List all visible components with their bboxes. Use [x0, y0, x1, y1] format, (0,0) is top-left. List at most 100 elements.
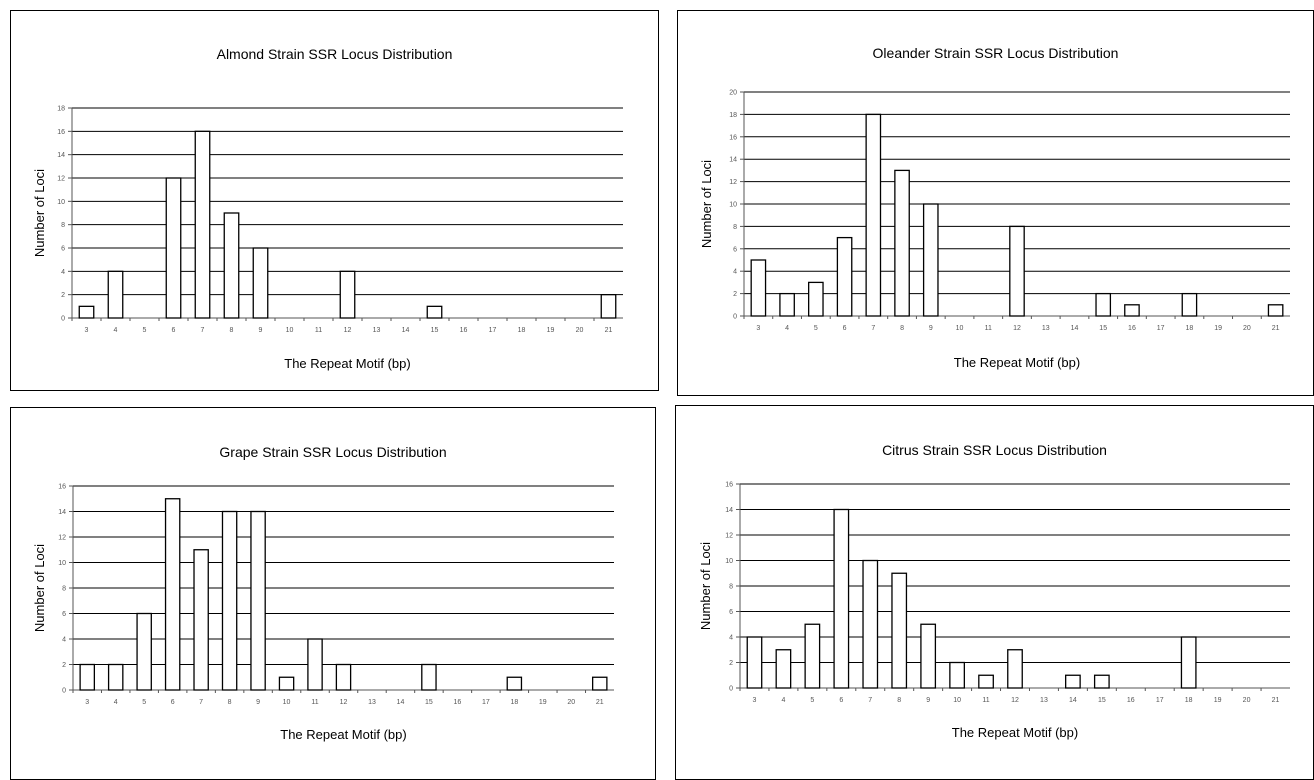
x-tick-label: 9 — [926, 697, 930, 704]
x-tick-label: 7 — [201, 327, 205, 334]
chart-title: Citrus Strain SSR Locus Distribution — [882, 442, 1107, 458]
x-tick-label: 15 — [425, 699, 433, 706]
y-tick-label: 4 — [729, 635, 733, 642]
bar — [1124, 304, 1140, 317]
chart-title: Oleander Strain SSR Locus Distribution — [873, 45, 1119, 61]
x-tick-label: 19 — [539, 699, 547, 706]
y-tick-label: 2 — [733, 291, 737, 298]
y-tick-label: 2 — [62, 662, 66, 669]
bar — [836, 236, 853, 317]
x-axis-label: The Repeat Motif (bp) — [284, 356, 410, 371]
x-tick-label: 11 — [311, 699, 318, 706]
x-tick-label: 5 — [142, 699, 146, 706]
bar — [307, 638, 323, 691]
y-tick-label: 4 — [61, 269, 65, 276]
y-tick-label: 0 — [61, 316, 65, 323]
y-tick-label: 8 — [62, 586, 66, 593]
bar — [949, 661, 965, 689]
bar — [894, 169, 910, 317]
y-tick-label: 12 — [57, 176, 65, 183]
x-tick-label: 21 — [596, 699, 604, 706]
x-tick-label: 10 — [283, 699, 291, 706]
x-tick-label: 4 — [114, 699, 118, 706]
bar — [193, 549, 209, 691]
y-tick-label: 10 — [58, 560, 66, 567]
chart-panel-grape: Grape Strain SSR Locus Distribution 0 2 4 6 8… — [10, 407, 656, 780]
x-tick-label: 11 — [315, 327, 322, 334]
x-axis-label: The Repeat Motif (bp) — [954, 355, 1080, 370]
bar — [506, 676, 523, 691]
bar — [164, 498, 181, 691]
bar — [278, 676, 295, 691]
y-tick-label: 20 — [729, 90, 737, 97]
x-tick-label: 13 — [368, 699, 376, 706]
y-tick-label: 2 — [729, 660, 733, 667]
y-tick-label: 8 — [733, 224, 737, 231]
x-tick-label: 14 — [1071, 325, 1079, 332]
x-tick-label: 18 — [1185, 697, 1193, 704]
x-tick-label: 14 — [397, 699, 405, 706]
x-tick-label: 20 — [1243, 697, 1251, 704]
x-tick-label: 15 — [431, 327, 439, 334]
bar — [252, 247, 269, 319]
y-tick-label: 0 — [729, 686, 733, 693]
x-axis-label: The Repeat Motif (bp) — [952, 725, 1078, 740]
bar — [426, 305, 443, 319]
bar — [833, 508, 850, 689]
bar — [891, 572, 908, 689]
x-tick-label: 17 — [482, 699, 490, 706]
x-tick-label: 8 — [900, 325, 904, 332]
y-tick-label: 14 — [57, 152, 65, 159]
x-tick-label: 11 — [982, 697, 989, 704]
y-tick-label: 12 — [725, 533, 733, 540]
bar — [107, 270, 124, 319]
x-tick-label: 8 — [230, 327, 234, 334]
x-tick-label: 10 — [953, 697, 961, 704]
bar — [339, 270, 356, 319]
x-tick-label: 21 — [1272, 325, 1280, 332]
chart-grape: Grape Strain SSR Locus Distribution 0 2 4 6 8… — [32, 444, 614, 742]
x-tick-label: 15 — [1099, 325, 1107, 332]
y-tick-label: 4 — [733, 269, 737, 276]
x-tick-label: 19 — [1214, 325, 1222, 332]
y-tick-label: 14 — [729, 157, 737, 164]
x-tick-label: 6 — [171, 699, 175, 706]
x-tick-label: 4 — [785, 325, 789, 332]
x-tick-label: 4 — [781, 697, 785, 704]
x-tick-label: 19 — [547, 327, 555, 334]
x-tick-label: 12 — [344, 327, 352, 334]
bar — [221, 510, 238, 691]
bar — [779, 292, 795, 317]
bar — [808, 281, 824, 317]
x-tick-label: 21 — [1272, 697, 1280, 704]
y-tick-label: 10 — [729, 202, 737, 209]
bar — [421, 663, 437, 691]
x-tick-label: 20 — [576, 327, 584, 334]
x-tick-label: 16 — [453, 699, 461, 706]
bar — [746, 636, 763, 689]
bar — [78, 305, 95, 319]
x-tick-label: 16 — [1128, 325, 1136, 332]
y-tick-label: 6 — [729, 609, 733, 616]
x-tick-label: 13 — [373, 327, 381, 334]
bar — [1095, 292, 1112, 317]
chart-citrus: Citrus Strain SSR Locus Distribution 0 2 4 6… — [698, 442, 1290, 740]
x-tick-label: 5 — [810, 697, 814, 704]
x-tick-label: 5 — [814, 325, 818, 332]
y-tick-label: 8 — [61, 222, 65, 229]
x-tick-label: 14 — [402, 327, 410, 334]
x-tick-label: 8 — [897, 697, 901, 704]
bar — [1181, 292, 1198, 317]
bar — [107, 663, 124, 691]
x-tick-label: 16 — [460, 327, 468, 334]
x-tick-label: 12 — [1011, 697, 1019, 704]
x-tick-label: 13 — [1042, 325, 1050, 332]
x-tick-label: 9 — [929, 325, 933, 332]
bar — [1007, 649, 1023, 689]
x-tick-label: 9 — [259, 327, 263, 334]
x-tick-label: 19 — [1214, 697, 1222, 704]
y-axis-label: Number of Loci — [698, 542, 713, 630]
y-tick-label: 12 — [58, 535, 66, 542]
x-tick-label: 7 — [868, 697, 872, 704]
y-tick-label: 6 — [62, 611, 66, 618]
